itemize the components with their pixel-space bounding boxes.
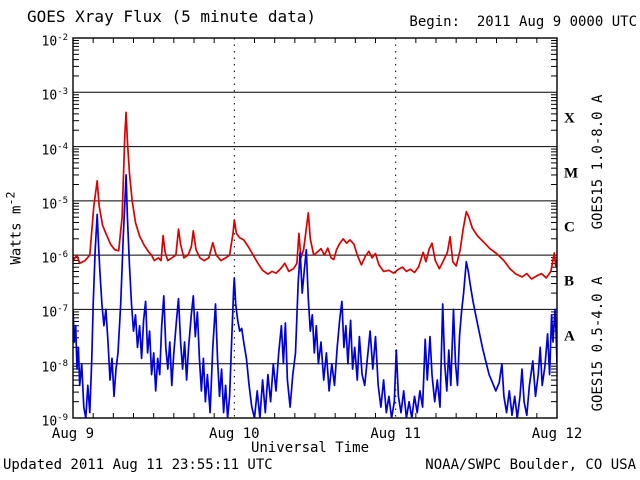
y-tick-label: 10-8 [41, 358, 69, 376]
flare-class-label: B [564, 273, 575, 290]
x-tick-label: Aug 9 [51, 426, 95, 442]
flare-class-label: X [564, 110, 575, 127]
y-tick-label: 10-9 [41, 413, 69, 430]
legend-goes15-long-channel: GOES15 1.0-8.0 A [590, 94, 606, 230]
flare-class-label: C [564, 219, 575, 236]
x-axis-label: Universal Time [250, 440, 370, 456]
flare-class-label: A [564, 328, 575, 345]
series-line-short-channel [73, 173, 557, 418]
page-title: GOES Xray Flux (5 minute data) [27, 7, 316, 26]
updated-timestamp: Updated 2011 Aug 11 23:55:11 UTC [3, 457, 273, 473]
y-tick-label: 10-5 [41, 195, 69, 213]
begin-timestamp: Begin: 2011 Aug 9 0000 UTC [409, 14, 637, 30]
x-tick-label: Aug 11 [370, 426, 421, 442]
plot-frame [72, 37, 558, 419]
x-tick-label: Aug 12 [531, 426, 583, 442]
y-tick-label: 10-6 [41, 250, 69, 267]
series-line-long-channel [73, 111, 557, 280]
flare-class-label: M [564, 165, 579, 182]
y-tick-label: 10-4 [41, 141, 69, 158]
x-tick-label: Aug 10 [209, 426, 260, 442]
source-attribution: NOAA/SWPC Boulder, CO USA [425, 457, 636, 473]
legend-goes15-short-channel: GOES15 0.5-4.0 A [590, 276, 606, 412]
y-tick-label: 10-3 [41, 87, 69, 104]
y-tick-label: 10-2 [41, 33, 69, 50]
y-tick-label: 10-7 [41, 304, 69, 321]
